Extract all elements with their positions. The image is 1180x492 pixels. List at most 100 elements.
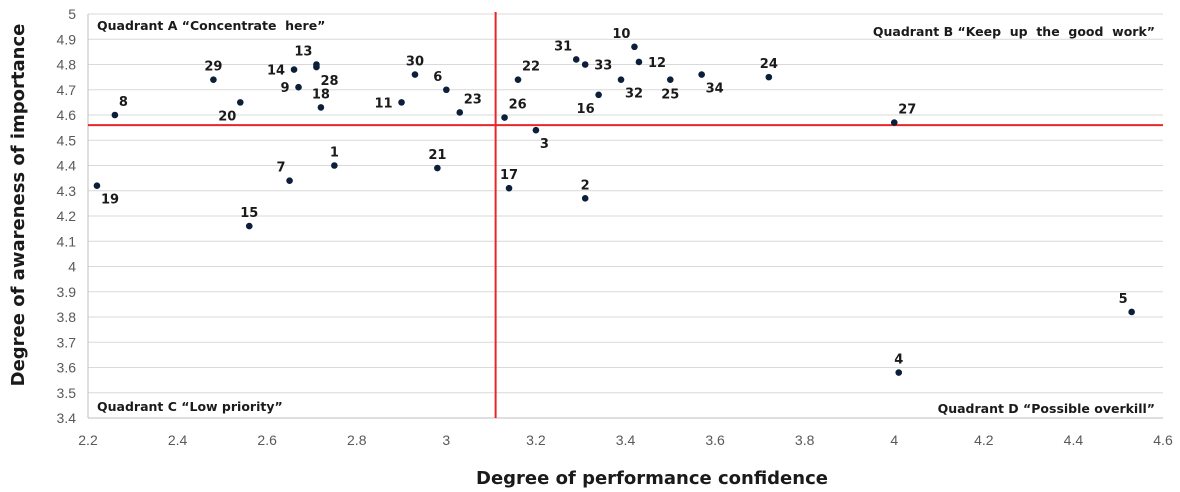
y-tick-label: 4.3 — [57, 183, 77, 199]
point-label-29: 29 — [204, 60, 222, 75]
y-tick-label: 3.5 — [57, 385, 77, 401]
data-point-27 — [890, 119, 898, 126]
point-label-15: 15 — [240, 206, 258, 221]
point-label-8: 8 — [119, 95, 128, 110]
data-point-10 — [631, 43, 638, 51]
data-point-15 — [245, 222, 253, 230]
x-tick-label: 2.8 — [347, 432, 367, 448]
x-tick-label: 3.8 — [795, 432, 815, 448]
axes — [87, 14, 1163, 419]
data-point-9 — [295, 83, 302, 91]
point-label-22: 22 — [522, 60, 540, 75]
point-label-31: 31 — [554, 39, 572, 54]
data-point-31 — [572, 56, 580, 63]
y-tick-label: 4.8 — [57, 57, 77, 73]
point-label-21: 21 — [428, 148, 446, 163]
x-tick-label: 3.6 — [705, 432, 725, 448]
data-point-26 — [501, 114, 508, 121]
data-point-28 — [313, 63, 320, 71]
x-tick-label: 2.2 — [78, 432, 98, 448]
y-tick-label: 4.6 — [57, 107, 77, 123]
x-tick-label: 2.6 — [257, 432, 277, 448]
quadrant-dividers — [88, 12, 1163, 418]
y-axis-ticks: 3.4 3.5 3.6 3.7 3.8 3.9 4 4.1 4.2 4.3 4.4 4.5 4.6 4.7… — [57, 6, 77, 426]
gridlines — [88, 13, 1163, 419]
quadrant-label-bottom-right: Quadrant D “Possible overkill” — [938, 401, 1155, 416]
point-label-34: 34 — [706, 82, 724, 97]
point-label-12: 12 — [648, 56, 666, 71]
y-tick-label: 3.7 — [57, 334, 77, 350]
point-label-6: 6 — [433, 70, 442, 85]
data-point-32 — [617, 76, 625, 83]
data-point-23 — [456, 109, 464, 116]
y-tick-label: 5 — [68, 6, 76, 22]
point-label-4: 4 — [894, 353, 903, 368]
point-label-10: 10 — [612, 27, 630, 42]
y-axis-title: Degree of awareness of importance — [8, 24, 29, 387]
data-points — [93, 43, 1135, 376]
data-point-12 — [635, 58, 643, 66]
y-tick-label: 4.5 — [57, 132, 77, 148]
data-point-4 — [895, 369, 903, 376]
data-point-18 — [317, 104, 325, 111]
x-tick-label: 3 — [442, 432, 450, 448]
data-point-5 — [1128, 308, 1135, 316]
y-tick-label: 3.4 — [57, 410, 77, 426]
x-axis-ticks: 2.2 2.4 2.6 2.8 3 3.2 3.4 3.6 3.8 4 4.2 4.4 4.6 — [78, 432, 1173, 448]
point-label-3: 3 — [540, 137, 549, 152]
data-point-6 — [443, 86, 450, 94]
y-tick-label: 4.9 — [57, 31, 77, 47]
point-label-9: 9 — [280, 81, 289, 96]
data-point-8 — [111, 111, 119, 119]
quadrant-label-top-right: Quadrant B “Keep up the good work” — [873, 24, 1155, 39]
y-tick-label: 4.4 — [57, 158, 77, 174]
x-tick-label: 4 — [890, 432, 898, 448]
point-label-23: 23 — [464, 92, 482, 107]
data-point-24 — [765, 73, 773, 81]
point-label-33: 33 — [594, 59, 612, 74]
point-label-32: 32 — [625, 87, 643, 102]
point-label-5: 5 — [1119, 292, 1128, 307]
y-tick-label: 3.8 — [57, 309, 77, 325]
data-point-14 — [290, 66, 298, 73]
point-label-14: 14 — [267, 64, 285, 79]
data-point-7 — [286, 177, 293, 184]
quadrant-label-top-left: Quadrant A “Concentrate here” — [97, 18, 325, 33]
point-label-30: 30 — [406, 55, 424, 70]
x-tick-label: 3.2 — [526, 432, 546, 448]
point-label-18: 18 — [312, 87, 330, 102]
point-label-20: 20 — [218, 109, 236, 124]
point-label-11: 11 — [374, 96, 392, 111]
data-point-25 — [666, 76, 674, 83]
data-point-1 — [331, 162, 338, 169]
point-label-2: 2 — [581, 178, 590, 193]
data-point-19 — [93, 182, 101, 189]
data-point-29 — [210, 76, 217, 83]
point-label-13: 13 — [294, 45, 312, 60]
point-label-7: 7 — [277, 161, 286, 176]
x-axis-title: Degree of performance confidence — [476, 468, 828, 489]
y-tick-label: 3.6 — [57, 360, 77, 376]
point-label-25: 25 — [661, 88, 679, 103]
point-label-19: 19 — [101, 193, 119, 208]
point-label-28: 28 — [320, 74, 338, 89]
data-point-11 — [398, 99, 405, 106]
y-tick-label: 4.2 — [57, 208, 77, 224]
quadrant-label-bottom-left: Quadrant C “Low priority” — [97, 399, 283, 414]
point-label-26: 26 — [509, 98, 527, 113]
x-tick-label: 4.4 — [1064, 432, 1084, 448]
y-tick-label: 4 — [68, 259, 76, 275]
data-point-17 — [505, 184, 513, 192]
data-point-30 — [411, 71, 419, 78]
point-labels: 1234567891011121314151617181920212223242… — [101, 27, 1128, 368]
y-tick-label: 4.7 — [57, 82, 77, 98]
data-point-21 — [434, 164, 441, 172]
data-point-3 — [532, 126, 540, 134]
point-label-16: 16 — [577, 102, 595, 117]
x-tick-label: 2.4 — [168, 432, 188, 448]
quadrant-labels: Quadrant A “Concentrate here” Quadrant B … — [97, 18, 1155, 416]
data-point-22 — [514, 76, 522, 83]
y-tick-label: 3.9 — [57, 284, 77, 300]
point-label-17: 17 — [500, 168, 518, 183]
data-point-2 — [581, 195, 589, 202]
